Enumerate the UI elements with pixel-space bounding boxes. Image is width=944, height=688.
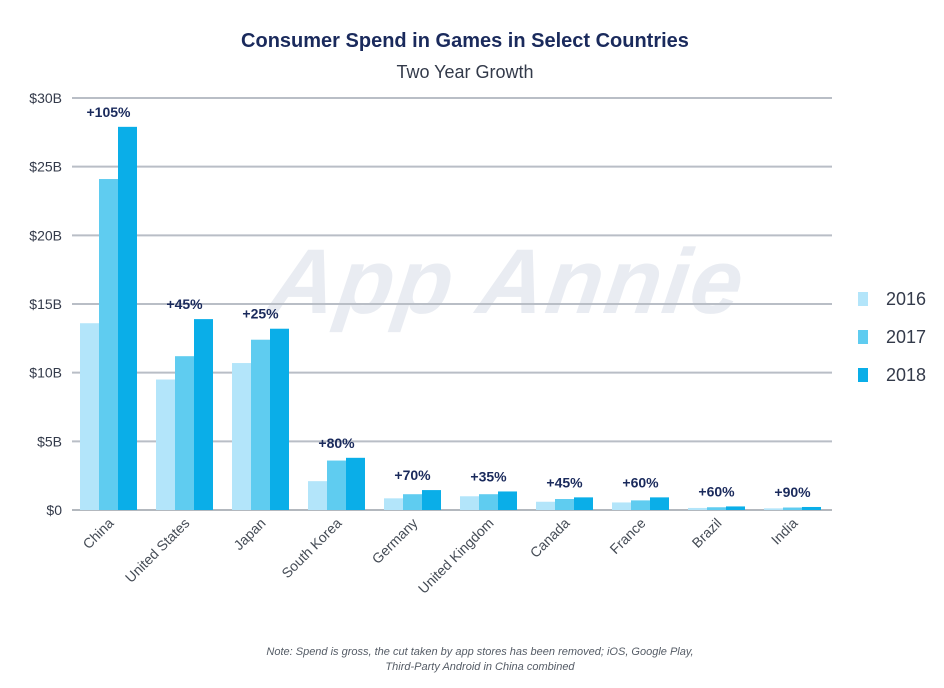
x-tick-label: France [606,515,648,557]
growth-label: +25% [242,306,279,322]
bar [498,491,517,510]
x-tick-label: South Korea [278,515,345,582]
bar [251,339,270,510]
legend-label-2016: 2016 [886,288,927,309]
y-tick-label: $25B [29,159,62,175]
growth-label: +60% [622,474,659,490]
bar [707,507,726,510]
bar [726,506,745,510]
bar [802,506,821,510]
bar [783,507,802,510]
x-tick-label: Canada [527,515,573,561]
bar [175,356,194,510]
bar [460,496,479,510]
legend-label-2018: 2018 [886,364,927,385]
growth-label: +45% [546,474,583,490]
x-tick-label: United States [122,515,193,586]
growth-label: +60% [698,483,735,499]
footnote-line-2: Third-Party Android in China combined [385,661,575,673]
bar [574,497,593,510]
footnote: Note: Spend is gross, the cut taken by a… [200,645,760,675]
y-tick-label: $15B [29,296,62,312]
bar [156,379,175,510]
bar [327,460,346,510]
x-tick-label: Brazil [689,515,725,551]
x-tick-label: United Kingdom [415,515,497,597]
y-tick-label: $10B [29,365,62,381]
legend-item-2018: 2018 [858,356,926,394]
bar [479,494,498,510]
x-tick-label: Germany [369,515,421,567]
bar [536,501,555,510]
legend-item-2017: 2017 [858,318,926,356]
bar [346,457,365,510]
legend-item-2016: 2016 [858,280,926,318]
legend-swatch-2016 [858,292,868,306]
bar [270,328,289,510]
growth-label: +45% [166,296,203,312]
growth-label: +90% [774,484,811,500]
y-tick-label: $0 [46,502,62,518]
bar [99,179,118,510]
y-tick-label: $5B [37,433,62,449]
bar [118,126,137,510]
x-tick-label: Japan [230,515,268,553]
legend-label-2017: 2017 [886,326,927,347]
bar [631,500,650,510]
bar [764,508,783,510]
growth-label: +105% [87,104,132,120]
y-tick-label: $30B [29,90,62,106]
growth-label: +70% [394,467,431,483]
bar [232,363,251,510]
bar [422,490,441,510]
chart-title: Consumer Spend in Games in Select Countr… [241,30,689,52]
x-tick-label: India [768,515,801,548]
bar [194,319,213,510]
chart-subtitle: Two Year Growth [396,62,534,82]
bar [384,498,403,510]
bar [555,499,574,510]
legend-swatch-2017 [858,330,868,344]
bar [650,497,669,510]
bar [80,323,99,510]
footnote-line-1: Note: Spend is gross, the cut taken by a… [266,646,694,658]
y-tick-label: $20B [29,227,62,243]
bar [308,481,327,510]
legend: 2016 2017 2018 [858,280,926,394]
bar [403,494,422,510]
growth-label: +80% [318,435,355,451]
growth-label: +35% [470,468,507,484]
bar [688,507,707,510]
legend-swatch-2018 [858,368,868,382]
bar [612,502,631,510]
x-tick-label: China [79,515,116,552]
